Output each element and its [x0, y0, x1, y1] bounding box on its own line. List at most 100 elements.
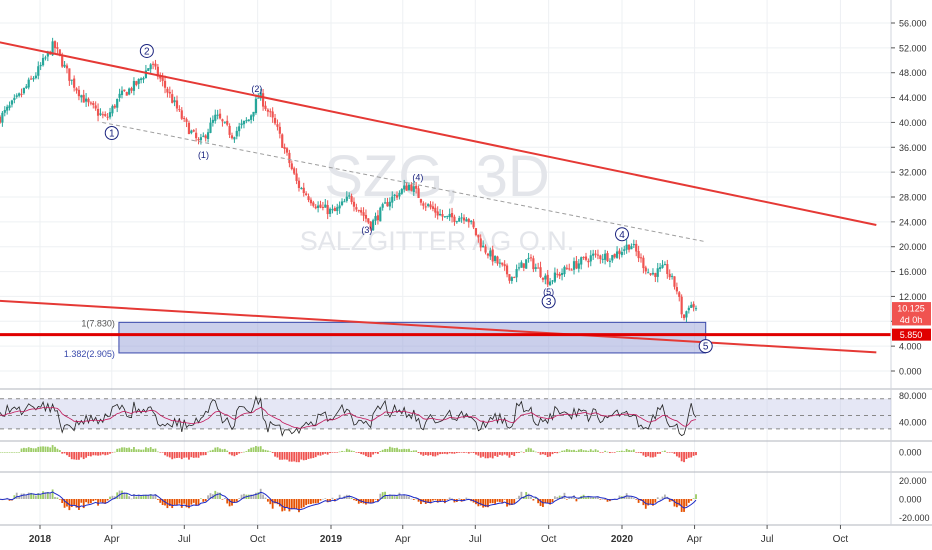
candle-body: [458, 218, 461, 222]
histogram-bar: [20, 448, 23, 452]
histogram-bar: [443, 452, 446, 454]
candle-body: [1, 112, 4, 123]
momentum-bar: [537, 499, 540, 504]
wave-label: (5): [543, 287, 554, 297]
candle-body: [391, 196, 394, 203]
histogram-bar: [570, 450, 573, 452]
candle-body: [580, 257, 583, 265]
candle-body: [290, 163, 293, 169]
candle-body: [46, 51, 49, 57]
momentum-bar: [188, 499, 190, 509]
candle-body: [22, 87, 26, 94]
wave-label: 3: [546, 297, 552, 308]
histogram-bar: [13, 452, 16, 453]
histogram-bar: [632, 449, 635, 452]
candle-body: [592, 253, 595, 256]
histogram-bar: [290, 452, 293, 462]
candle-body: [625, 244, 628, 250]
momentum-bar: [149, 494, 152, 499]
momentum-bar: [147, 495, 150, 499]
histogram-bar: [556, 452, 559, 454]
histogram-bar: [152, 448, 154, 452]
candle-body: [549, 281, 552, 286]
histogram-bar: [18, 452, 21, 453]
momentum-bar: [506, 499, 508, 507]
candle-body: [673, 276, 676, 287]
histogram-bar: [611, 452, 614, 453]
momentum-bar: [130, 498, 133, 500]
candle-body: [75, 88, 78, 91]
momentum-bar: [37, 493, 40, 499]
candle-body: [137, 79, 140, 84]
momentum-bar: [295, 499, 298, 510]
histogram-bar: [255, 445, 257, 452]
candle-body: [520, 262, 523, 268]
momentum-bar: [252, 494, 255, 499]
momentum-bar: [216, 492, 219, 499]
candle-body: [240, 123, 243, 126]
histogram-bar: [446, 452, 449, 455]
momentum-bar: [207, 495, 209, 499]
momentum-bar: [321, 498, 324, 500]
momentum-bar: [647, 499, 650, 506]
histogram-bar: [54, 446, 56, 452]
histogram-bar: [235, 452, 238, 456]
candle-body: [510, 277, 513, 282]
momentum-bar: [369, 499, 372, 504]
candle-body: [575, 260, 578, 269]
candle-body: [336, 207, 339, 212]
candle-body: [254, 98, 258, 114]
histogram-bar: [355, 452, 358, 453]
candle-body: [675, 287, 678, 292]
histogram-bar: [644, 452, 647, 458]
histogram-bar: [661, 451, 664, 452]
candle-body: [321, 206, 324, 208]
candle-body: [692, 303, 695, 308]
candle-body: [195, 132, 198, 139]
histogram-bar: [233, 452, 236, 457]
histogram-bar: [336, 452, 339, 453]
candle-body: [32, 78, 35, 80]
histogram-bar: [573, 449, 575, 452]
candle-body: [63, 64, 66, 67]
histogram-bar: [34, 448, 37, 452]
candle-body: [565, 267, 568, 269]
momentum-bar: [436, 499, 439, 503]
momentum-bar: [63, 499, 66, 508]
candle-body: [324, 204, 327, 208]
momentum-bar: [558, 495, 561, 499]
candle-body: [525, 259, 528, 269]
histogram-bar: [343, 451, 346, 452]
histogram-bar: [616, 451, 618, 452]
histogram-bar: [209, 450, 212, 452]
momentum-bar: [637, 499, 640, 503]
momentum-bar: [80, 499, 83, 503]
histogram-bar: [470, 452, 473, 453]
histogram-bar: [518, 452, 520, 453]
candle-body: [230, 135, 234, 139]
momentum-bar: [695, 494, 697, 499]
histogram-bar: [599, 452, 602, 453]
wave-label-circle: [615, 227, 629, 242]
histogram-bar: [417, 452, 420, 453]
histogram-bar: [678, 452, 681, 458]
histogram-bar: [250, 447, 253, 452]
momentum-bar: [365, 499, 367, 505]
candle-body: [383, 202, 387, 204]
histogram-bar: [66, 452, 68, 456]
histogram-bar: [503, 452, 506, 455]
momentum-bar: [683, 499, 685, 512]
candle-body: [417, 188, 420, 199]
time-tick-label: Apr: [395, 534, 411, 545]
momentum-bar: [604, 499, 607, 500]
momentum-bar: [439, 499, 441, 502]
histogram-bar: [317, 452, 320, 456]
candle-body: [235, 130, 238, 137]
histogram-bar: [188, 452, 190, 460]
histogram-bar: [479, 452, 482, 458]
candle-body: [513, 277, 516, 279]
histogram-bar: [422, 452, 425, 456]
momentum-bar: [458, 498, 461, 500]
histogram-bar: [137, 449, 140, 452]
